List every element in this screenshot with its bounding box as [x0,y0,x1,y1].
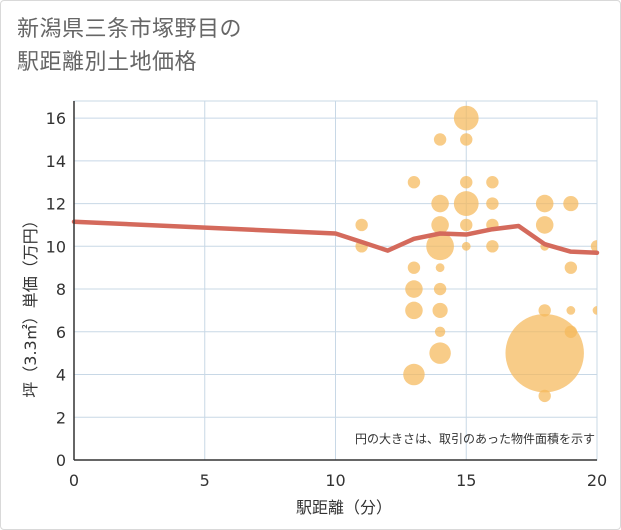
bubble-point [453,191,479,216]
bubble-point [426,232,454,261]
bubble-point [460,218,473,232]
x-tick-label: 0 [69,471,79,490]
bubble-point [460,133,473,146]
bubble-point [433,282,447,296]
chart-title: 新潟県三条市塚野目の 駅距離別土地価格 [17,13,242,79]
bubble-point [505,313,584,393]
bubble-point [461,241,471,251]
chart-title-line1: 新潟県三条市塚野目の [17,17,243,42]
bubble-point [486,176,499,189]
bubble-point [564,325,578,338]
y-tick-label: 8 [56,280,66,299]
bubble-point [535,194,554,213]
y-tick-label: 12 [46,195,66,214]
x-tick-label: 5 [200,471,210,490]
y-tick-label: 2 [56,408,66,427]
y-axis-title: 坪（3.3㎡）単価（万円） [21,212,40,397]
bubble-point [486,197,499,210]
bubble-point [407,261,421,274]
chart-title-line2: 駅距離別土地価格 [17,50,198,75]
bubble-point [432,302,448,319]
bubble-point [355,218,368,232]
bubble-point [460,176,473,189]
bubble-point [405,280,423,298]
bubble-point [592,306,597,315]
bubble-point [407,176,421,189]
bubble-point [434,326,446,337]
bubble-point [433,133,447,146]
y-tick-label: 0 [56,451,66,470]
average-line [71,219,600,255]
bubble-point [566,306,576,315]
bubble-point [486,240,499,253]
bubble-point [563,195,579,212]
y-tick-label: 4 [56,366,66,385]
x-axis-title: 駅距離（分） [296,498,392,517]
bubble-point [431,194,449,213]
x-tick-label: 15 [456,471,476,490]
bubble-series [355,105,597,403]
bubble-point [431,216,449,234]
grid [73,100,598,461]
average-line-series [71,219,600,255]
bubble-point [435,263,445,273]
x-tick-label: 20 [587,471,607,490]
y-tick-label: 6 [56,323,66,342]
y-tick-label: 16 [46,109,66,128]
bubble-point [403,363,425,386]
bubble-point [590,240,597,253]
y-tick-label: 14 [46,152,66,171]
x-tick-label: 10 [325,471,345,490]
bubble-point [538,389,551,403]
y-tick-label: 10 [46,237,66,256]
size-note: 円の大きさは、取引のあった物件面積を示す [355,431,595,446]
bubble-point [535,216,554,234]
bubble-point [538,304,551,317]
bubble-point [564,261,578,274]
bubble-point [405,301,423,320]
axes: 0 2 4 6 8 10 12 14 16 0 5 10 15 20 [46,101,607,490]
bubble-point [453,105,479,131]
bubble-point [429,342,451,364]
